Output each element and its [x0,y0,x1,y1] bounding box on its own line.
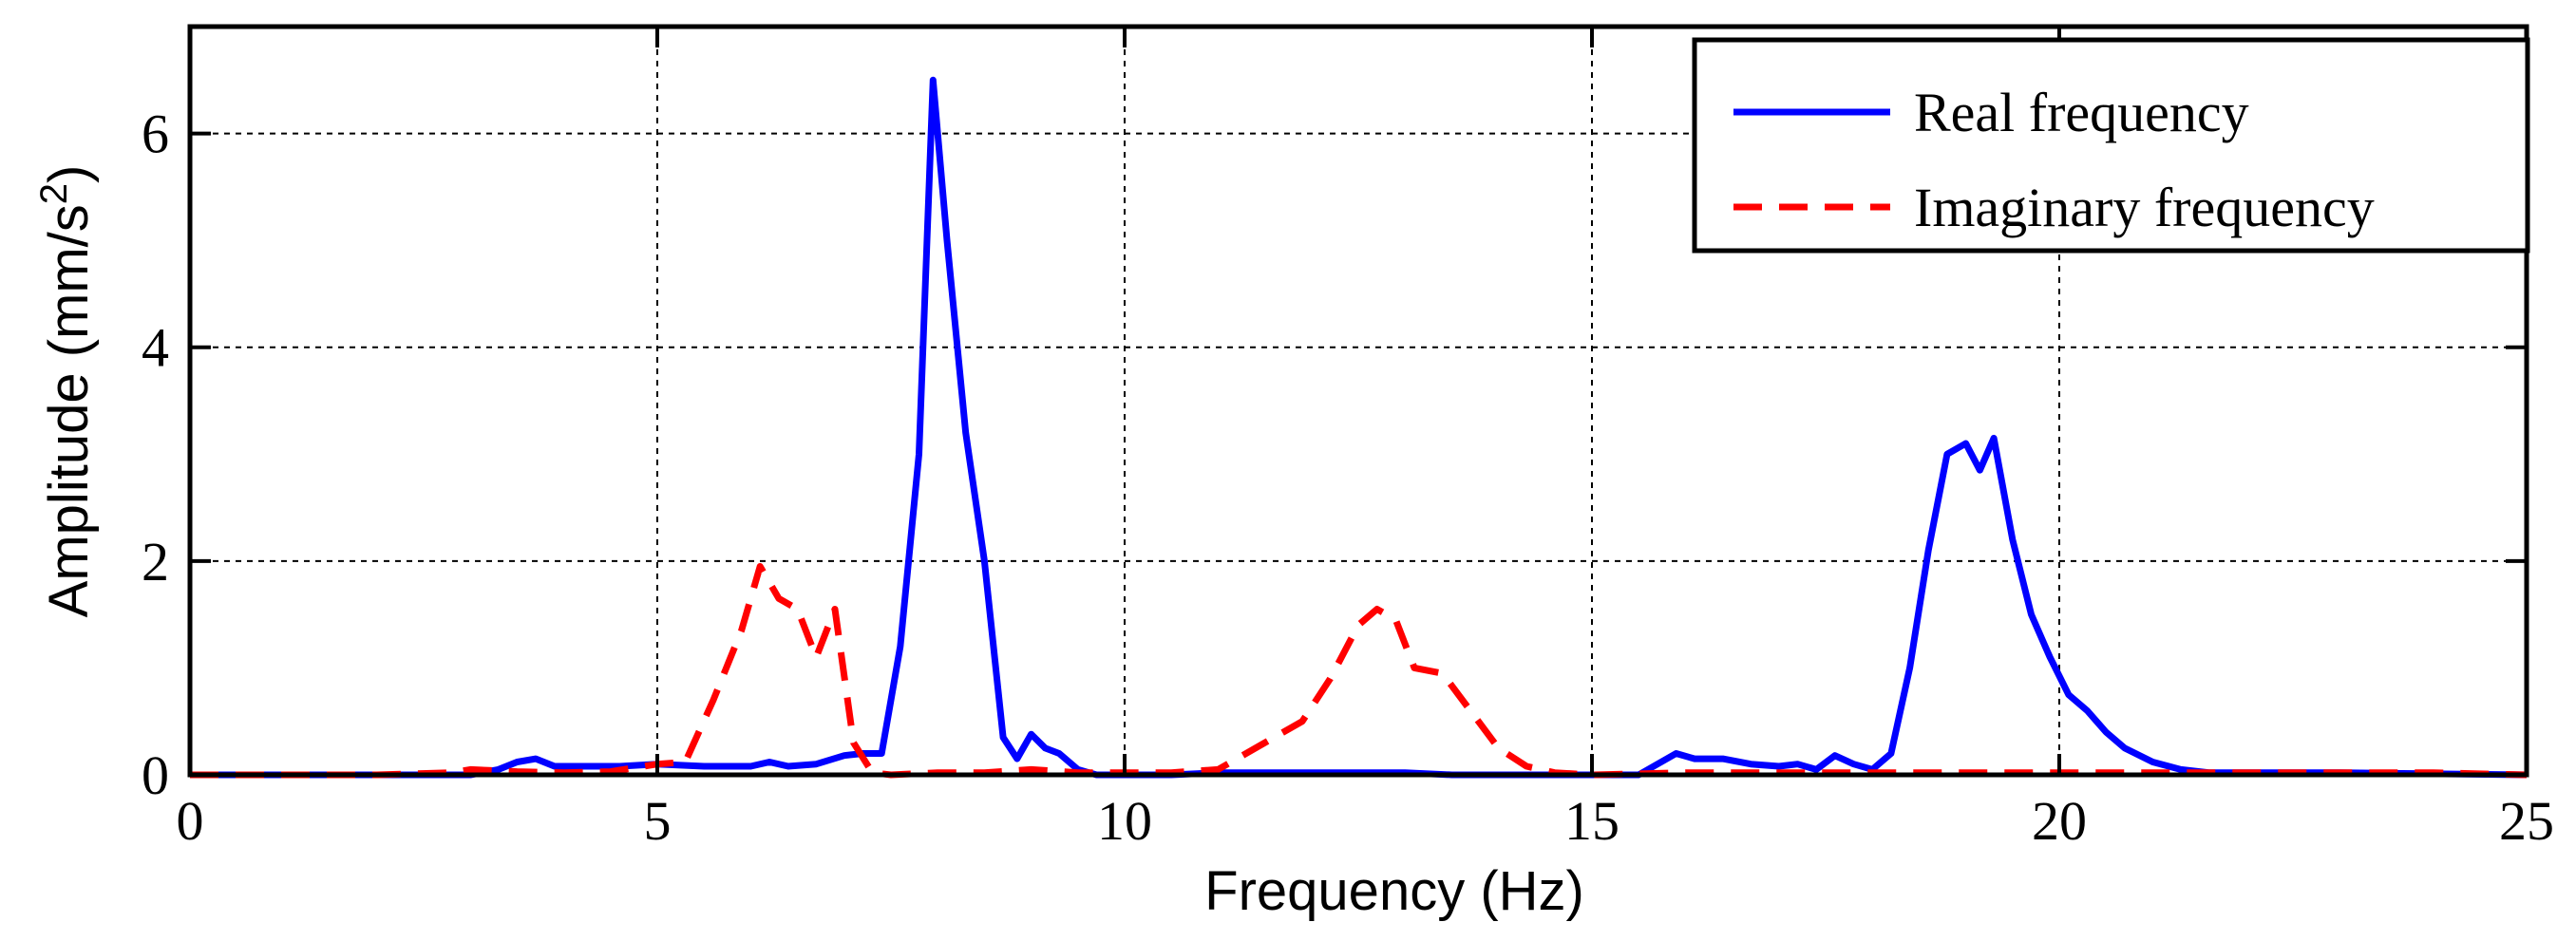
legend: Real frequency Imaginary frequency [1692,37,2530,254]
y-tick-label: 2 [142,531,169,593]
x-tick-label: 20 [2032,790,2087,852]
legend-box [1692,37,2530,254]
series-line-imaginary [190,563,2528,779]
y-tick-labels: 0 2 4 6 [142,104,169,806]
x-tick-label: 15 [1564,790,1619,852]
y-tick-label: 0 [142,744,169,806]
y-axis-label: Amplitude (mm/s2) [33,165,100,618]
x-tick-label: 0 [177,790,204,852]
y-axis-label-tail: ) [38,165,100,183]
y-tick-label: 4 [142,317,169,379]
x-tick-labels: 0 5 10 15 20 25 [177,790,2555,852]
y-axis-label-main: Amplitude (mm/s [38,204,100,617]
legend-label-imaginary: Imaginary frequency [1914,177,2375,238]
plot-frame [187,24,2529,778]
x-tick-label: 10 [1097,790,1152,852]
x-axis-label: Frequency (Hz) [1204,860,1584,922]
x-tick-label: 25 [2499,790,2554,852]
legend-label-real: Real frequency [1914,82,2249,143]
grid [190,27,2527,775]
y-tick-label: 6 [142,104,169,165]
x-tick-label: 5 [644,790,672,852]
y-axis-label-superscript: 2 [33,183,75,204]
